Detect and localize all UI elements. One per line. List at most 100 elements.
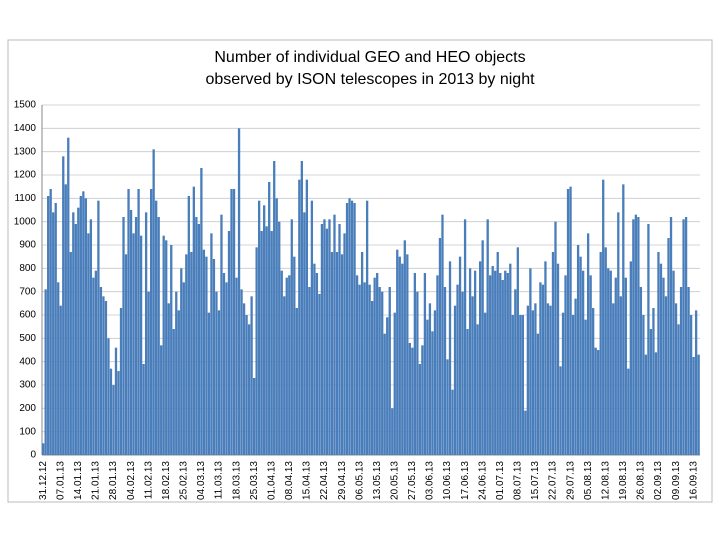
bar xyxy=(102,296,105,455)
bar xyxy=(451,389,454,455)
bar xyxy=(225,282,228,455)
bar xyxy=(627,368,630,455)
bar xyxy=(104,301,108,455)
y-tick-label: 1000 xyxy=(14,216,37,227)
bar xyxy=(92,277,95,455)
bar xyxy=(458,256,462,455)
bar xyxy=(220,214,223,455)
bar xyxy=(694,310,698,455)
bar xyxy=(679,287,683,455)
bar xyxy=(393,312,396,455)
x-tick-label: 31.12.12 xyxy=(38,461,49,500)
bar xyxy=(549,305,552,455)
x-tick-label: 02.09.13 xyxy=(653,461,664,500)
bar xyxy=(411,347,414,455)
bar xyxy=(446,359,449,455)
x-tick-label: 29.04.13 xyxy=(337,461,348,500)
bar xyxy=(423,273,427,455)
bar xyxy=(692,357,695,455)
bar xyxy=(536,333,540,455)
bar xyxy=(152,149,155,456)
y-tick-label: 1500 xyxy=(14,100,37,111)
bar xyxy=(463,219,467,455)
bar xyxy=(504,270,507,455)
bar xyxy=(408,343,411,455)
bar xyxy=(559,366,562,455)
bar xyxy=(373,277,376,455)
bar xyxy=(471,296,474,455)
y-tick-label: 400 xyxy=(19,356,36,367)
bar xyxy=(443,287,447,455)
x-tick-label: 19.08.13 xyxy=(618,461,629,500)
bar xyxy=(365,200,369,455)
y-tick-label: 0 xyxy=(30,450,36,461)
bar xyxy=(456,284,459,455)
bar xyxy=(124,254,128,455)
bar xyxy=(501,280,504,455)
bar xyxy=(637,217,640,455)
y-tick-label: 900 xyxy=(19,240,36,251)
bar xyxy=(247,324,251,455)
bar xyxy=(257,200,261,455)
x-tick-label: 11.02.13 xyxy=(143,461,154,500)
bar xyxy=(494,270,497,455)
bar xyxy=(489,275,492,455)
bar xyxy=(401,263,404,455)
bar xyxy=(160,345,163,455)
bar xyxy=(388,287,391,455)
x-tick-label: 12.08.13 xyxy=(600,461,611,500)
y-tick-label: 600 xyxy=(19,310,36,321)
y-tick-label: 200 xyxy=(19,403,36,414)
bar xyxy=(566,189,570,455)
bar xyxy=(438,238,442,455)
bar xyxy=(431,331,434,455)
x-tick-label: 09.09.13 xyxy=(671,461,682,500)
bar xyxy=(79,196,82,455)
bar xyxy=(461,291,464,455)
x-tick-label: 26.08.13 xyxy=(636,461,647,500)
bar xyxy=(137,189,140,455)
bar xyxy=(84,198,88,456)
bar xyxy=(353,203,356,455)
bar xyxy=(584,319,587,455)
bar xyxy=(293,256,296,455)
bar xyxy=(539,282,542,455)
bar xyxy=(531,310,535,455)
bar xyxy=(343,233,346,455)
x-tick-label: 24.06.13 xyxy=(477,461,488,500)
bar xyxy=(119,308,123,455)
x-tick-label: 08.04.13 xyxy=(284,461,295,500)
bar xyxy=(82,191,85,456)
x-tick-label: 22.04.13 xyxy=(319,461,330,500)
x-tick-label: 21.01.13 xyxy=(91,461,102,500)
bar xyxy=(94,270,98,455)
bar xyxy=(235,277,238,455)
bar xyxy=(172,329,175,455)
bar xyxy=(478,261,482,455)
bar xyxy=(340,254,344,455)
bar xyxy=(381,291,384,455)
bar xyxy=(561,312,565,455)
bar xyxy=(421,345,424,455)
bar xyxy=(617,212,620,455)
bar xyxy=(654,352,658,455)
bar xyxy=(330,252,334,455)
bar xyxy=(285,277,288,455)
bar xyxy=(358,284,361,455)
y-tick-label: 500 xyxy=(19,333,36,344)
bar xyxy=(270,231,273,455)
bar xyxy=(396,249,399,455)
bar xyxy=(335,252,339,455)
bar xyxy=(642,315,645,455)
bar xyxy=(481,240,484,455)
y-tick-label: 1200 xyxy=(14,170,37,181)
bar xyxy=(355,275,359,455)
bar xyxy=(190,252,193,455)
bar xyxy=(52,212,55,455)
bar xyxy=(122,217,125,455)
bar xyxy=(662,277,665,455)
bar xyxy=(255,247,258,455)
bar xyxy=(376,273,379,455)
bar xyxy=(677,324,680,455)
